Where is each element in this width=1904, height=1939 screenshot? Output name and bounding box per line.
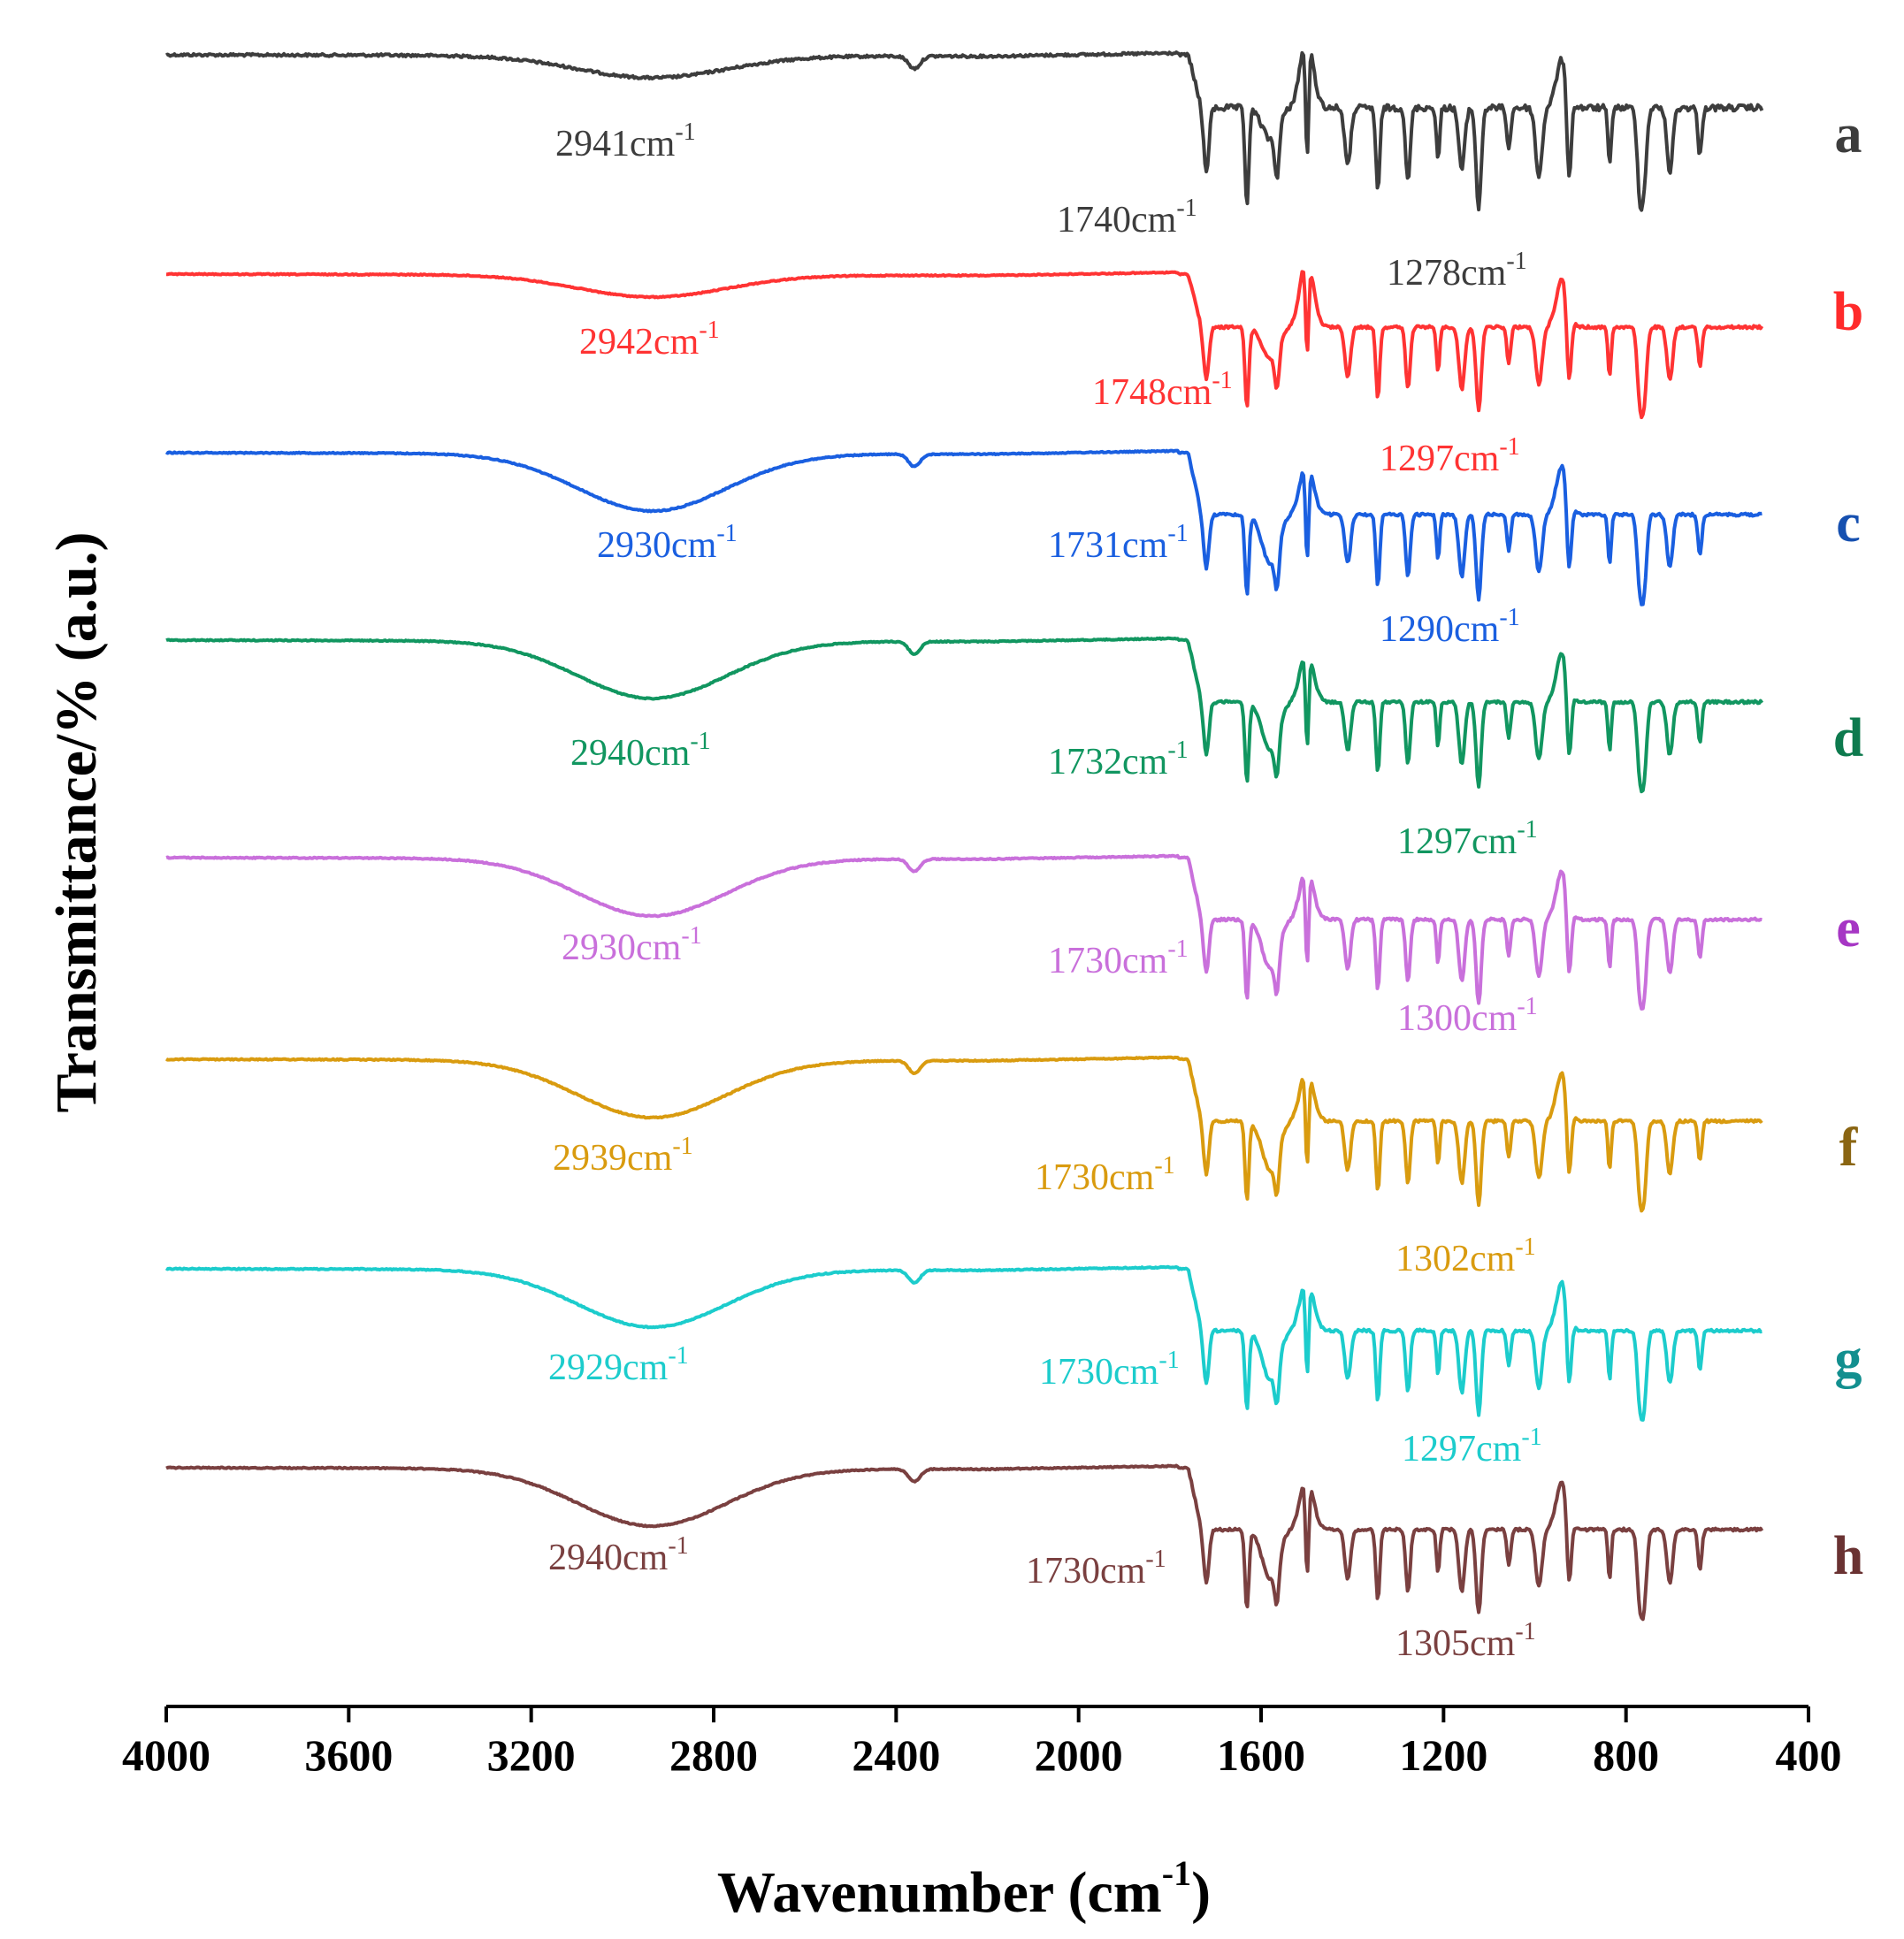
peak-label-e-2930: 2930cm-1 <box>562 922 702 968</box>
series-letter-h: h <box>1833 1526 1863 1586</box>
series-line-c <box>164 448 1763 607</box>
series-line-h <box>165 1463 1764 1622</box>
peak-label-a-1278: 1278cm-1 <box>1387 248 1527 294</box>
peak-label-g-2929: 2929cm-1 <box>548 1342 689 1388</box>
peak-label-e-1300: 1300cm-1 <box>1397 993 1538 1039</box>
x-axis-title-close: ) <box>1191 1860 1211 1925</box>
x-axis-title-sup: -1 <box>1162 1853 1191 1893</box>
series-letter-d: d <box>1833 708 1863 768</box>
x-tick-label-3600: 3600 <box>304 1730 393 1780</box>
x-tick-label-2000: 2000 <box>1035 1730 1123 1780</box>
peak-label-f-1730: 1730cm-1 <box>1035 1152 1175 1198</box>
peak-label-d-1297: 1297cm-1 <box>1397 816 1538 862</box>
series-letter-b: b <box>1833 282 1863 342</box>
peak-label-d-2940: 2940cm-1 <box>570 728 711 774</box>
series-line-e <box>165 853 1763 1011</box>
series-layer <box>164 50 1764 1622</box>
x-tick-label-2400: 2400 <box>852 1730 940 1780</box>
peak-label-f-2939: 2939cm-1 <box>553 1133 693 1179</box>
series-line-d <box>165 636 1764 794</box>
peak-label-b-1297: 1297cm-1 <box>1380 433 1520 479</box>
x-tick-label-4000: 4000 <box>122 1730 210 1780</box>
peak-label-b-2942: 2942cm-1 <box>579 317 720 363</box>
x-tick-label-1600: 1600 <box>1217 1730 1305 1780</box>
peak-label-g-1297: 1297cm-1 <box>1402 1424 1542 1470</box>
peak-label-f-1302: 1302cm-1 <box>1396 1233 1536 1279</box>
x-tick-label-400: 400 <box>1776 1730 1842 1780</box>
peak-label-h-1305: 1305cm-1 <box>1396 1618 1536 1664</box>
series-letter-e: e <box>1836 898 1861 958</box>
series-letter-c: c <box>1836 493 1861 553</box>
peak-label-h-2940: 2940cm-1 <box>548 1532 689 1578</box>
series-letter-g: g <box>1835 1329 1862 1389</box>
peak-label-d-1732: 1732cm-1 <box>1048 737 1189 782</box>
peak-label-e-1730: 1730cm-1 <box>1048 935 1189 981</box>
peak-label-g-1730: 1730cm-1 <box>1039 1347 1180 1393</box>
peak-label-layer: 2941cm-1 1740cm-1 1278cm-1 a 2942cm-1 1748cm-… <box>548 104 1863 1664</box>
series-line-a <box>164 50 1764 212</box>
peak-label-a-2941: 2941cm-1 <box>555 118 696 164</box>
y-axis-title: Transmittance/% (a.u.) <box>44 532 109 1113</box>
x-axis-title: Wavenumber (cm-1) <box>717 1853 1211 1925</box>
x-axis-title-text: Wavenumber (cm <box>717 1860 1162 1925</box>
series-letter-a: a <box>1835 104 1862 164</box>
series-letter-f: f <box>1839 1118 1859 1178</box>
peak-label-b-1748: 1748cm-1 <box>1092 367 1233 413</box>
series-line-f <box>164 1055 1763 1213</box>
x-tick-label-800: 800 <box>1593 1730 1659 1780</box>
x-axis: 4000 3600 3200 2800 2400 2000 1600 1200 800 400 <box>122 1705 1842 1780</box>
peak-label-c-2930: 2930cm-1 <box>597 520 738 566</box>
peak-label-c-1290: 1290cm-1 <box>1380 604 1520 650</box>
x-tick-label-1200: 1200 <box>1399 1730 1487 1780</box>
peak-label-a-1740: 1740cm-1 <box>1057 195 1197 240</box>
peak-label-c-1731: 1731cm-1 <box>1048 520 1189 566</box>
peak-label-h-1730: 1730cm-1 <box>1026 1546 1166 1592</box>
x-tick-label-3200: 3200 <box>487 1730 576 1780</box>
series-line-b <box>165 270 1764 420</box>
series-line-g <box>164 1264 1763 1422</box>
x-tick-label-2800: 2800 <box>669 1730 758 1780</box>
